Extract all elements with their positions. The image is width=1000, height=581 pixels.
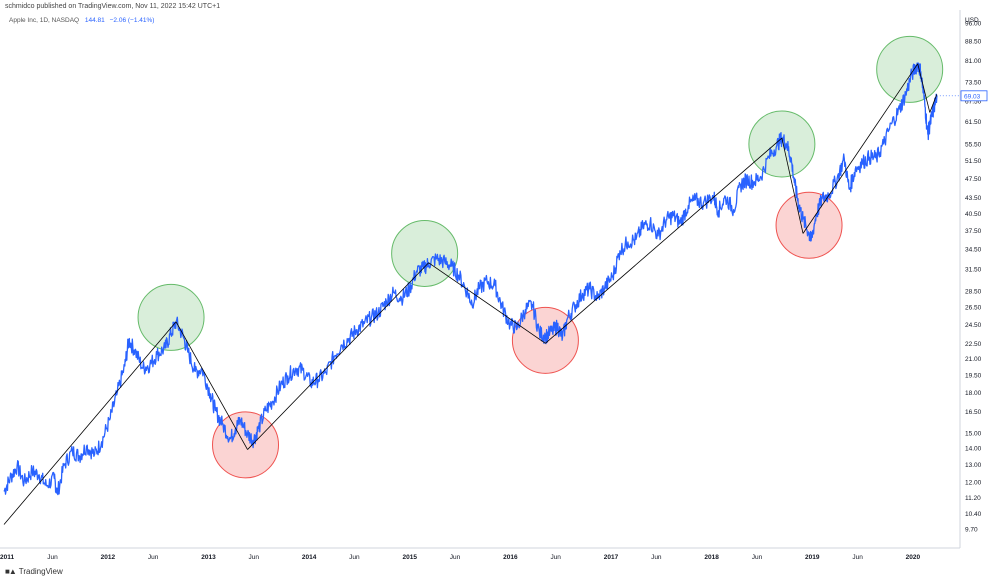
x-tick-month: Jun (852, 554, 863, 561)
y-tick-label: 43.50 (965, 195, 982, 202)
x-tick-month: Jun (249, 554, 260, 561)
x-tick-year: 2015 (403, 554, 418, 561)
footer: ■▲ TradingView (5, 567, 63, 576)
currency-label: USD (965, 17, 979, 24)
y-tick-label: 15.00 (965, 430, 982, 437)
y-tick-label: 55.50 (965, 141, 982, 148)
legend-price: 144.81 (84, 17, 105, 24)
x-tick-month: Jun (550, 554, 561, 561)
last-price-box (960, 90, 988, 102)
x-tick-year: 2019 (805, 554, 820, 561)
y-tick-label: 51.50 (965, 158, 982, 165)
y-tick-label: 26.50 (965, 305, 982, 312)
trend-line-segment[interactable] (247, 262, 429, 450)
y-tick-label: 14.00 (965, 446, 982, 453)
trend-line-segment[interactable] (929, 94, 938, 113)
x-tick-month: Jun (450, 554, 461, 561)
y-tick-label: 12.00 (965, 480, 982, 487)
footer-brand: TradingView (18, 567, 63, 576)
trend-line-segment[interactable] (175, 321, 248, 450)
y-tick-label: 47.50 (965, 176, 982, 183)
last-price-label: 69.03 (964, 93, 981, 100)
y-tick-label: 16.50 (965, 409, 982, 416)
y-tick-label: 61.50 (965, 119, 982, 126)
trend-line-segment[interactable] (428, 262, 546, 344)
x-tick-year: 2018 (704, 554, 719, 561)
x-tick-month: Jun (651, 554, 662, 561)
legend-change: −2.06 (−1.41%) (109, 17, 155, 24)
trend-line-segment[interactable] (3, 321, 177, 525)
x-tick-month: Jun (349, 554, 360, 561)
x-tick-month: Jun (752, 554, 763, 561)
y-tick-label: 21.00 (965, 356, 982, 363)
y-tick-label: 88.50 (965, 38, 982, 45)
y-tick-label: 11.20 (965, 495, 981, 502)
y-tick-label: 73.50 (965, 79, 982, 86)
y-tick-label: 34.50 (965, 246, 982, 253)
trend-line-segment[interactable] (781, 137, 804, 234)
x-tick-month: Jun (47, 554, 58, 561)
y-tick-label: 40.50 (965, 211, 982, 218)
y-tick-label: 13.00 (965, 462, 982, 469)
y-tick-label: 18.00 (965, 390, 982, 397)
y-tick-label: 67.50 (965, 98, 982, 105)
trend-line-segment[interactable] (917, 63, 931, 113)
x-tick-year: 2012 (101, 554, 116, 561)
trough-circle (212, 411, 280, 479)
price-series-line (3, 62, 938, 496)
y-tick-label: 81.00 (965, 58, 982, 65)
y-tick-label: 31.50 (965, 266, 982, 273)
x-tick-year: 2020 (906, 554, 921, 561)
trough-circle (775, 191, 843, 259)
x-tick-year: 2011 (0, 554, 14, 561)
x-tick-year: 2016 (503, 554, 518, 561)
peak-circle (391, 219, 459, 287)
y-tick-label: 28.50 (965, 289, 982, 296)
y-tick-label: 9.70 (965, 526, 978, 533)
x-tick-year: 2014 (302, 554, 317, 561)
chart-legend: Apple Inc, 1D, NASDAQ 144.81 −2.06 (−1.4… (9, 17, 154, 24)
y-tick-label: 22.50 (965, 341, 982, 348)
peak-circle (137, 283, 205, 351)
x-tick-month: Jun (148, 554, 159, 561)
peak-circle (876, 35, 944, 103)
x-tick-year: 2017 (604, 554, 619, 561)
y-tick-label: 10.40 (965, 511, 982, 518)
y-tick-label: 96.00 (965, 21, 982, 28)
x-tick-year: 2013 (201, 554, 216, 561)
publisher-line: schmidco published on TradingView.com, N… (5, 3, 221, 10)
y-tick-label: 19.50 (965, 372, 982, 379)
y-tick-label: 24.50 (965, 322, 982, 329)
trend-line-segment[interactable] (545, 137, 783, 344)
legend-symbol: Apple Inc, 1D, NASDAQ (9, 17, 80, 24)
trend-line-segment[interactable] (802, 63, 919, 234)
y-tick-label: 37.50 (965, 228, 982, 235)
tradingview-logo-icon: ■▲ (5, 567, 17, 576)
